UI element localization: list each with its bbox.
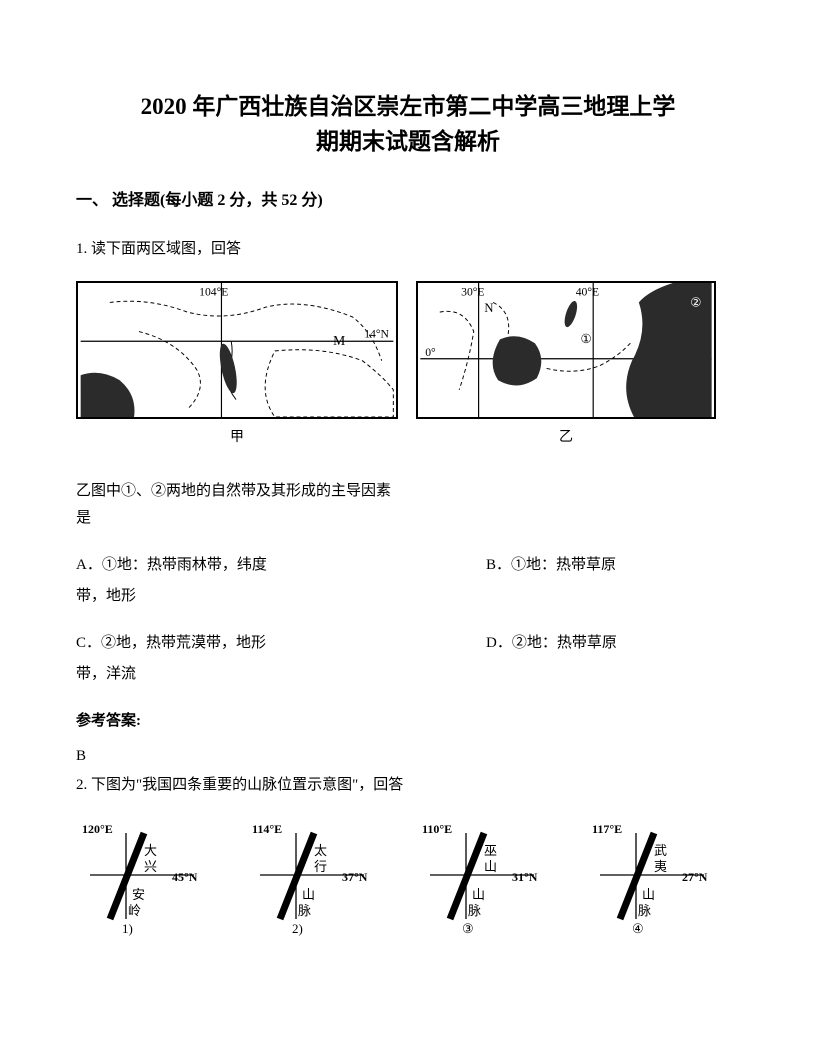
map-left-caption: 甲	[76, 425, 398, 450]
svg-text:117°E: 117°E	[592, 822, 622, 836]
svg-text:山: 山	[302, 887, 315, 902]
svg-text:山: 山	[484, 859, 497, 874]
map-right-marker-n: N	[484, 301, 493, 315]
svg-text:脉: 脉	[298, 903, 311, 918]
option-b: B．①地：热带草原	[486, 552, 740, 579]
svg-text:巫: 巫	[484, 843, 497, 858]
map-right-lat: 0°	[425, 346, 436, 359]
option-d: D．②地：热带草原	[486, 630, 740, 657]
svg-text:114°E: 114°E	[252, 822, 282, 836]
svg-text:脉: 脉	[468, 903, 481, 918]
answer-label: 参考答案:	[76, 708, 740, 735]
map-left-lon: 104°E	[199, 285, 228, 298]
figure-row-diagrams: 120°E 45°N 大 兴 安 岭 1) 114°E 37°N 太 行 山 脉…	[76, 819, 740, 939]
svg-text:武: 武	[654, 843, 667, 858]
svg-text:2): 2)	[292, 921, 303, 936]
map-left-lat: 14°N	[364, 327, 389, 340]
map-left-svg: 104°E 14°N M	[78, 283, 396, 417]
svg-text:岭: 岭	[128, 903, 141, 918]
svg-text:1): 1)	[122, 921, 133, 936]
map-right-marker-1: ①	[581, 332, 592, 346]
svg-text:安: 安	[132, 887, 145, 902]
q1-stem: 1. 读下面两区域图，回答	[76, 236, 740, 263]
title-line1: 2020 年广西壮族自治区崇左市第二中学高三地理上学	[141, 94, 676, 119]
option-d-tail: 带，洋流	[76, 661, 740, 688]
option-a: A．①地：热带雨林带，纬度	[76, 552, 486, 579]
svg-text:太: 太	[314, 843, 327, 858]
diagram-4: 117°E 27°N 武 夷 山 脉 ④	[586, 819, 716, 939]
svg-text:行: 行	[314, 859, 327, 874]
svg-text:兴: 兴	[144, 859, 157, 874]
option-b-tail: 带，地形	[76, 583, 740, 610]
svg-text:大: 大	[144, 843, 157, 858]
options-block: A．①地：热带雨林带，纬度 B．①地：热带草原 带，地形 C．②地，热带荒漠带，…	[76, 552, 740, 688]
map-captions: 甲 乙	[76, 425, 740, 450]
map-right-lon-left: 30°E	[461, 285, 484, 298]
q2-stem: 2. 下图为"我国四条重要的山脉位置示意图"，回答	[76, 772, 740, 799]
q1-text: 乙图中①、②两地的自然带及其形成的主导因素 是	[76, 478, 740, 532]
svg-text:脉: 脉	[638, 903, 651, 918]
svg-text:27°N: 27°N	[682, 870, 708, 884]
option-c: C．②地，热带荒漠带，地形	[76, 630, 486, 657]
svg-text:120°E: 120°E	[82, 822, 113, 836]
diagram-3: 110°E 31°N 巫 山 山 脉 ③	[416, 819, 546, 939]
svg-text:④: ④	[632, 921, 644, 936]
svg-text:110°E: 110°E	[422, 822, 452, 836]
answer-value: B	[76, 743, 740, 770]
svg-text:③: ③	[462, 921, 474, 936]
q1-text-l2: 是	[76, 510, 91, 526]
diagram-1: 120°E 45°N 大 兴 安 岭 1)	[76, 819, 206, 939]
q1-text-l1: 乙图中①、②两地的自然带及其形成的主导因素	[76, 483, 391, 499]
svg-text:37°N: 37°N	[342, 870, 368, 884]
map-left-marker: M	[333, 333, 345, 348]
diagram-2: 114°E 37°N 太 行 山 脉 2)	[246, 819, 376, 939]
map-right-caption: 乙	[416, 425, 716, 450]
svg-text:31°N: 31°N	[512, 870, 538, 884]
svg-text:山: 山	[642, 887, 655, 902]
map-right: 30°E 40°E 0° N ① ②	[416, 281, 716, 419]
map-right-lon-right: 40°E	[576, 285, 599, 298]
svg-text:夷: 夷	[654, 859, 667, 874]
svg-text:山: 山	[472, 887, 485, 902]
section-header: 一、 选择题(每小题 2 分，共 52 分)	[76, 187, 740, 216]
svg-text:45°N: 45°N	[172, 870, 198, 884]
map-right-svg: 30°E 40°E 0° N ① ②	[418, 283, 714, 417]
map-right-marker-2: ②	[690, 295, 701, 309]
figure-row-maps: 104°E 14°N M 30°E 40°E 0° N ① ②	[76, 281, 740, 419]
map-left: 104°E 14°N M	[76, 281, 398, 419]
title-line2: 期期末试题含解析	[316, 129, 500, 154]
